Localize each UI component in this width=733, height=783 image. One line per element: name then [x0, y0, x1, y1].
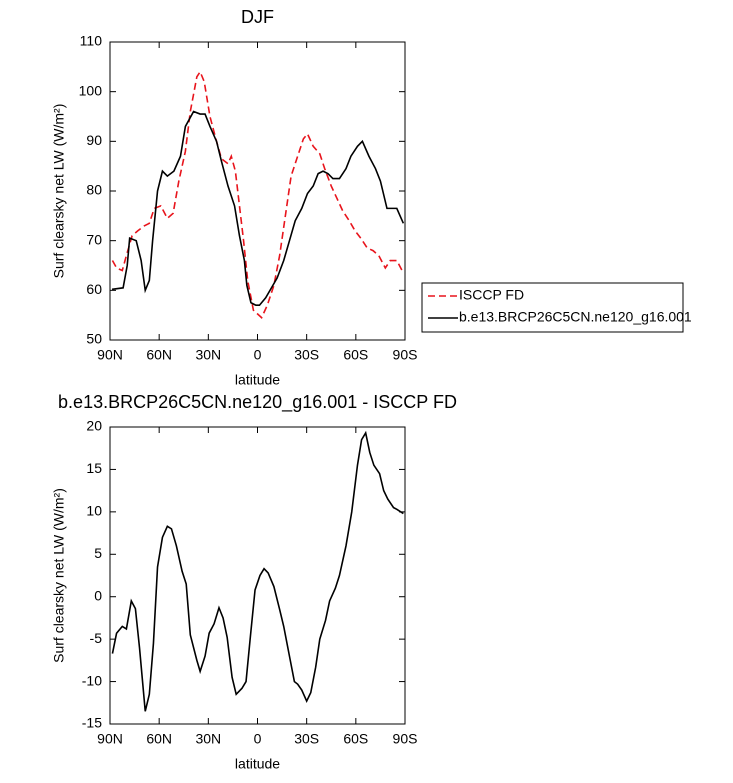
plot-frame [109, 426, 406, 725]
x-axis-label: latitude [235, 372, 280, 388]
x-tick-label: 30N [195, 347, 221, 363]
y-tick-label: 80 [86, 182, 102, 198]
data-line [111, 110, 405, 307]
x-tick-label: 30S [294, 731, 319, 747]
x-tick-label: 90S [393, 731, 418, 747]
x-tick-label: 0 [254, 731, 262, 747]
legend-label: b.e13.BRCP26C5CN.ne120_g16.001 [459, 309, 692, 325]
x-tick-label: 90N [97, 731, 123, 747]
x-tick-label: 90S [393, 347, 418, 363]
plot-frame [109, 41, 406, 341]
y-tick-label: -10 [82, 672, 102, 688]
y-tick-label: 100 [79, 82, 103, 98]
x-tick-label: 60S [343, 347, 368, 363]
x-tick-label: 30S [294, 347, 319, 363]
y-tick-label: 50 [86, 331, 102, 347]
x-tick-label: 30N [195, 731, 221, 747]
y-tick-label: 60 [86, 281, 102, 297]
x-tick-label: 60N [146, 347, 172, 363]
y-tick-label: 110 [80, 33, 103, 49]
x-tick-label: 0 [254, 347, 262, 363]
y-axis-label: Surf clearsky net LW (W/m²) [51, 104, 67, 279]
y-tick-label: 20 [86, 418, 102, 434]
legend-box [421, 282, 684, 333]
y-tick-label: 90 [86, 132, 102, 148]
y-tick-label: 0 [94, 587, 102, 603]
x-tick-label: 60S [343, 731, 368, 747]
chart-title: DJF [241, 7, 274, 27]
y-tick-label: 5 [94, 545, 102, 561]
chart-title: b.e13.BRCP26C5CN.ne120_g16.001 - ISCCP F… [58, 392, 457, 413]
x-axis-label: latitude [235, 756, 280, 772]
y-tick-label: 15 [86, 460, 102, 476]
y-tick-label: 10 [86, 503, 102, 519]
legend-label: ISCCP FD [459, 287, 524, 303]
y-tick-label: -5 [90, 630, 103, 646]
y-axis-label: Surf clearsky net LW (W/m²) [51, 488, 67, 663]
data-line [111, 70, 405, 319]
y-tick-label: -15 [82, 715, 102, 731]
x-tick-label: 90N [97, 347, 123, 363]
x-tick-label: 60N [146, 731, 172, 747]
y-tick-label: 70 [86, 231, 102, 247]
data-line [111, 430, 404, 712]
